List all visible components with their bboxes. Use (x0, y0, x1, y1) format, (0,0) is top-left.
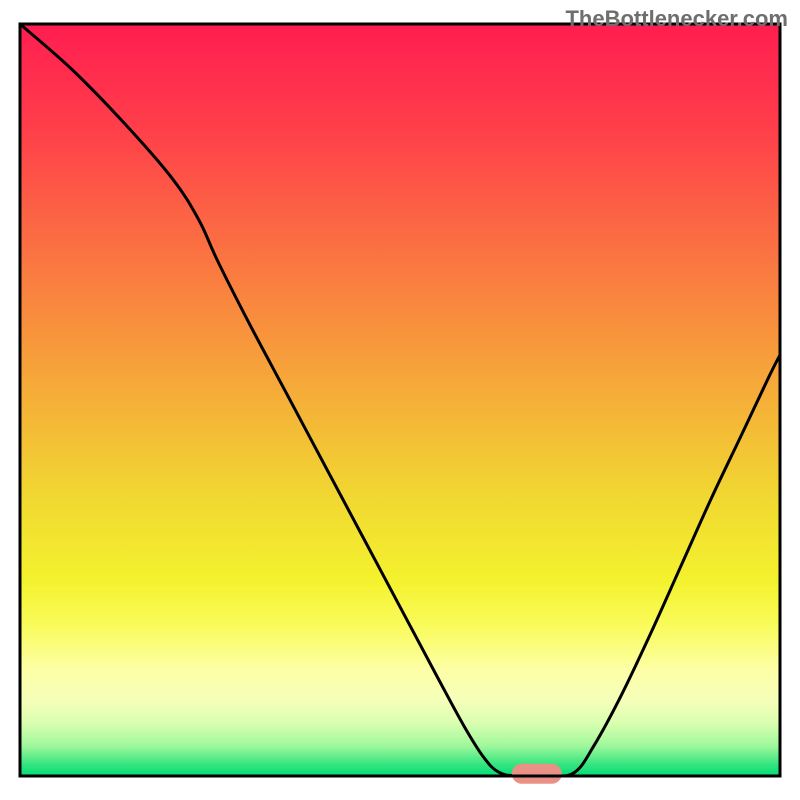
balance-marker (512, 764, 562, 784)
chart-background (20, 24, 780, 776)
bottleneck-chart (0, 0, 800, 800)
attribution-label: TheBottlenecker.com (565, 6, 788, 32)
chart-container: TheBottlenecker.com (0, 0, 800, 800)
